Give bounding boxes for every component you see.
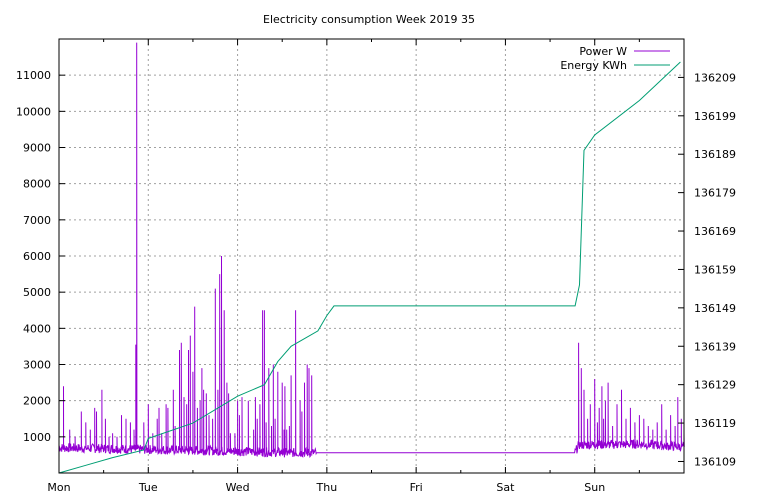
y-right-tick-label: 136149	[694, 302, 736, 315]
y-left-tick-label: 4000	[23, 322, 51, 335]
y-left-tick-label: 8000	[23, 178, 51, 191]
series-energy	[58, 61, 681, 474]
y-left-tick-label: 1000	[23, 431, 51, 444]
x-tick-label: Mon	[47, 481, 70, 494]
y-left-tick-label: 9000	[23, 142, 51, 155]
y-right-tick-label: 136199	[694, 110, 736, 123]
y-left-tick-label: 10000	[16, 105, 51, 118]
y-axis-left: 1000 2000 3000 4000 5000 6000 7000 8000 9000 1000…	[16, 69, 65, 444]
y-right-tick-label: 136119	[694, 417, 736, 430]
series-power	[58, 42, 685, 459]
y-left-tick-label: 5000	[23, 286, 51, 299]
x-tick-label: Tue	[138, 481, 158, 494]
x-tick-label: Sun	[584, 481, 605, 494]
y-right-tick-label: 136139	[694, 340, 736, 353]
grid	[59, 39, 684, 473]
x-axis: Mon Tue Wed Thu Fri Sat Sun	[47, 39, 640, 494]
y-right-tick-label: 136109	[694, 455, 736, 468]
y-right-tick-label: 136169	[694, 225, 736, 238]
y-right-tick-label: 136129	[694, 379, 736, 392]
y-left-tick-label: 7000	[23, 214, 51, 227]
y-right-tick-label: 136179	[694, 187, 736, 200]
y-left-tick-label: 6000	[23, 250, 51, 263]
y-right-tick-label: 136189	[694, 148, 736, 161]
y-right-tick-label: 136159	[694, 263, 736, 276]
energy-line	[58, 61, 681, 474]
power-line	[58, 42, 685, 459]
y-axis-right: 136109 136119 136129 136139 136149 136159 1361…	[678, 71, 736, 468]
x-tick-label: Thu	[316, 481, 338, 494]
legend-label: Energy KWh	[560, 59, 627, 72]
x-tick-label: Fri	[410, 481, 423, 494]
y-left-tick-label: 11000	[16, 69, 51, 82]
y-left-tick-label: 2000	[23, 395, 51, 408]
y-left-tick-label: 3000	[23, 359, 51, 372]
legend-label: Power W	[579, 45, 627, 58]
chart-title: Electricity consumption Week 2019 35	[263, 13, 475, 26]
y-right-tick-label: 136209	[694, 71, 736, 84]
x-tick-label: Sat	[496, 481, 515, 494]
x-tick-label: Wed	[226, 481, 250, 494]
